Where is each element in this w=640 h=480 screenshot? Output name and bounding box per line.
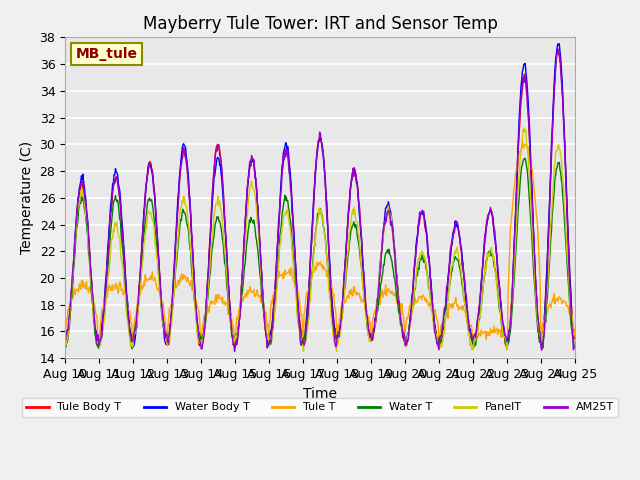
Water T xyxy=(175,236,182,241)
PanelT xyxy=(70,249,78,255)
Water T xyxy=(202,320,209,326)
Text: MB_tule: MB_tule xyxy=(76,47,138,61)
PanelT xyxy=(175,230,182,236)
Tule T xyxy=(175,279,182,285)
Tule T xyxy=(61,340,69,346)
AM25T xyxy=(175,193,182,199)
Water Body T xyxy=(70,245,78,251)
Tule T xyxy=(202,315,210,321)
Tule Body T xyxy=(123,297,131,303)
Water T xyxy=(381,251,389,257)
PanelT xyxy=(397,314,405,320)
Legend: Tule Body T, Water Body T, Tule T, Water T, PanelT, AM25T: Tule Body T, Water Body T, Tule T, Water… xyxy=(22,398,618,417)
AM25T xyxy=(571,344,579,349)
AM25T xyxy=(70,247,78,252)
AM25T xyxy=(554,46,562,52)
Tule Body T xyxy=(61,343,69,349)
PanelT xyxy=(383,214,390,220)
Water T xyxy=(123,303,131,309)
Tule Body T xyxy=(554,48,561,53)
Tule T xyxy=(383,293,390,299)
Line: Water Body T: Water Body T xyxy=(65,44,575,347)
Water Body T xyxy=(175,176,183,181)
AM25T xyxy=(231,348,239,354)
Water Body T xyxy=(129,344,137,350)
Water T xyxy=(522,156,529,161)
Tule T xyxy=(397,312,405,318)
PanelT xyxy=(202,317,209,323)
Tule Body T xyxy=(202,311,209,316)
Tule Body T xyxy=(70,250,78,255)
Water T xyxy=(61,347,69,353)
Water Body T xyxy=(202,305,210,311)
Tule T xyxy=(518,139,526,144)
AM25T xyxy=(123,294,131,300)
Water T xyxy=(571,343,579,348)
Line: Tule Body T: Tule Body T xyxy=(65,50,575,348)
Tule Body T xyxy=(175,195,182,201)
PanelT xyxy=(61,342,69,348)
Line: Tule T: Tule T xyxy=(65,142,575,346)
AM25T xyxy=(61,336,69,341)
Tule T xyxy=(123,299,131,305)
Y-axis label: Temperature (C): Temperature (C) xyxy=(20,141,34,254)
Water Body T xyxy=(61,342,69,348)
Line: PanelT: PanelT xyxy=(65,128,575,351)
Water Body T xyxy=(397,319,405,325)
Water Body T xyxy=(571,334,579,340)
Tule Body T xyxy=(383,214,390,220)
Line: AM25T: AM25T xyxy=(65,49,575,351)
PanelT xyxy=(123,312,131,317)
Water Body T xyxy=(556,41,563,47)
AM25T xyxy=(383,219,390,225)
PanelT xyxy=(521,125,529,131)
Water Body T xyxy=(383,205,390,211)
Water Body T xyxy=(123,296,131,301)
PanelT xyxy=(300,348,307,354)
Line: Water T: Water T xyxy=(65,158,575,350)
Tule Body T xyxy=(231,345,239,351)
PanelT xyxy=(571,334,579,339)
X-axis label: Time: Time xyxy=(303,386,337,400)
Tule T xyxy=(70,285,78,291)
Tule Body T xyxy=(397,316,405,322)
AM25T xyxy=(397,320,405,326)
AM25T xyxy=(202,313,209,319)
Tule T xyxy=(571,333,579,338)
Water T xyxy=(397,321,404,327)
Tule T xyxy=(197,343,205,349)
Tule Body T xyxy=(571,334,579,340)
Title: Mayberry Tule Tower: IRT and Sensor Temp: Mayberry Tule Tower: IRT and Sensor Temp xyxy=(143,15,497,33)
Water T xyxy=(70,258,78,264)
